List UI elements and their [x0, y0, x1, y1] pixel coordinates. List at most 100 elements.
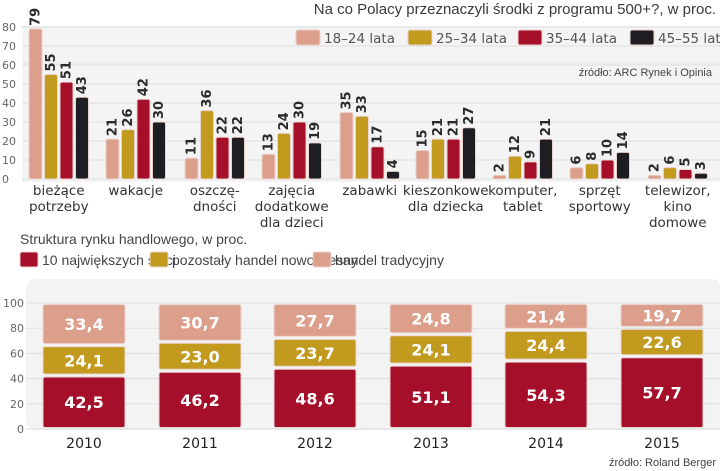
chart2-bar-segment	[389, 335, 473, 364]
chart1-data-label: 15	[416, 129, 431, 147]
chart1-y-tick-label: 50	[2, 78, 16, 91]
chart1-data-label: 2	[493, 163, 508, 172]
chart1-y-tick-label: 60	[2, 59, 16, 72]
chart2-legend-label: 10 największych sieci	[42, 252, 176, 268]
chart1-bar	[355, 115, 369, 180]
chart2-data-label: 24,1	[64, 351, 103, 370]
chart1-category-label: zajęcia	[268, 183, 315, 199]
chart2-data-label: 27,7	[295, 311, 334, 330]
chart1-legend-label: 35–44 lata	[546, 31, 617, 47]
chart1-legend-label: 18–24 lata	[324, 31, 395, 47]
chart1-y-tick-label: 70	[2, 40, 16, 53]
chart1-bar	[59, 81, 74, 180]
chart1-category-label: telewizor,	[645, 183, 711, 199]
chart2-bar-segment	[158, 304, 242, 341]
chart2-bar-segment	[620, 357, 704, 429]
chart1-data-label: 36	[200, 90, 215, 108]
chart2-year-label: 2012	[297, 436, 333, 452]
chart2-y-tick-label: 40	[10, 373, 24, 386]
chart1-data-label: 10	[601, 139, 616, 157]
chart1-category-label: sportowy	[569, 199, 631, 215]
chart2-legend-label: pozostały handel nowoczesny	[172, 252, 358, 268]
chart2-data-label: 48,6	[295, 389, 334, 408]
chart1-bar	[678, 169, 693, 180]
chart1-bar	[569, 167, 584, 180]
chart1-data-label: 79	[29, 8, 44, 26]
chart1-data-label: 30	[293, 101, 308, 119]
chart1-data-label: 8	[585, 152, 600, 161]
chart2-plot-background	[26, 279, 720, 430]
chart2-data-label: 42,5	[64, 393, 103, 412]
chart1-data-label: 14	[616, 131, 631, 149]
chart2-bars: 42,5 24,1 33,4 46,2 23,0 30,7 48,6 23,7 27,7 51,1…	[42, 303, 704, 429]
chart2-bar-segment	[42, 376, 126, 429]
chart2-legend-swatch	[19, 251, 39, 268]
chart1-bar	[616, 151, 630, 180]
chart2-year-label: 2013	[413, 436, 449, 452]
chart1-legend-swatch	[295, 29, 321, 46]
chart2-bar-segment	[273, 304, 357, 337]
chart1-y-axis: 0 10 20 30 40 50 60 70 80	[2, 21, 16, 186]
chart1-category-label: tablet	[503, 199, 543, 215]
chart1-bar	[28, 28, 43, 180]
chart1-title: Na co Polacy przeznaczyli środki z progr…	[314, 1, 716, 18]
chart1-bar	[277, 132, 291, 180]
chart2-year-label: 2010	[66, 436, 102, 452]
chart1-bar	[446, 138, 461, 180]
chart1-legend-label: 45–55 lat	[658, 31, 720, 47]
chart2-data-label: 57,7	[642, 384, 681, 403]
chart1-legend-label: 25–34 lata	[436, 31, 507, 47]
chart2-bar-segment	[389, 304, 473, 334]
chart2-legend-label: handel tradycyjny	[335, 252, 444, 268]
chart2-source: źródło: Roland Berger	[609, 457, 716, 469]
chart1-category-label: wakacje	[108, 183, 163, 199]
chart2-bar-segment	[504, 330, 588, 360]
chart1-bar	[215, 136, 230, 180]
chart1-data-label: 21	[106, 118, 121, 136]
chart1-data-label: 21	[539, 118, 554, 136]
chart2-data-label: 30,7	[180, 313, 219, 332]
chart1-bar	[339, 112, 354, 180]
chart1-category-label: kino	[664, 199, 692, 215]
chart1-category-label: zabawki	[342, 183, 397, 199]
chart1-bar	[75, 96, 89, 180]
chart2-bar-segment	[158, 371, 242, 428]
chart2-title: Struktura rynku handlowego, w proc.	[20, 231, 247, 247]
chart2-bar-segment	[273, 338, 357, 367]
chart1-data-label: 27	[462, 107, 477, 125]
chart1-bar	[694, 172, 708, 180]
chart1-data-label: 11	[185, 137, 200, 155]
chart2-data-label: 24,8	[411, 310, 450, 329]
chart1-bar	[539, 138, 553, 180]
chart1-data-label: 51	[60, 61, 75, 79]
chart1-bar	[200, 110, 214, 180]
chart1-bar	[136, 98, 151, 180]
chart1-data-label: 42	[137, 78, 152, 96]
chart2-y-axis: 0 20 40 60 80 100	[3, 297, 24, 436]
chart2-y-tick-label: 100	[3, 297, 24, 310]
chart1-bar	[370, 146, 385, 180]
chart1-data-label: 21	[431, 118, 446, 136]
chart1-bar	[663, 167, 677, 180]
chart2-data-label: 54,3	[526, 386, 565, 405]
chart1-category-label: dla dzieci	[260, 215, 324, 231]
chart2-legend-swatch	[149, 251, 169, 268]
chart2-data-label: 19,7	[642, 306, 681, 325]
chart1-category-label: dla dziecka	[408, 199, 484, 215]
chart1-bar	[508, 155, 522, 180]
chart1-category-label: potrzeby	[29, 199, 89, 215]
chart1-data-label: 5	[679, 157, 694, 166]
chart1-data-label: 24	[277, 112, 292, 130]
chart1-bar	[462, 127, 476, 180]
chart1-data-label: 6	[663, 156, 678, 165]
chart1-data-label: 17	[371, 126, 386, 144]
chart1-bar	[292, 121, 307, 180]
chart2-data-label: 24,4	[526, 336, 565, 355]
chart2-y-tick-label: 80	[10, 322, 24, 335]
chart1-bar	[121, 129, 135, 180]
chart2-y-tick-label: 0	[17, 423, 24, 436]
chart2-year-label: 2014	[528, 436, 564, 452]
chart2-bar-segment	[273, 368, 357, 429]
